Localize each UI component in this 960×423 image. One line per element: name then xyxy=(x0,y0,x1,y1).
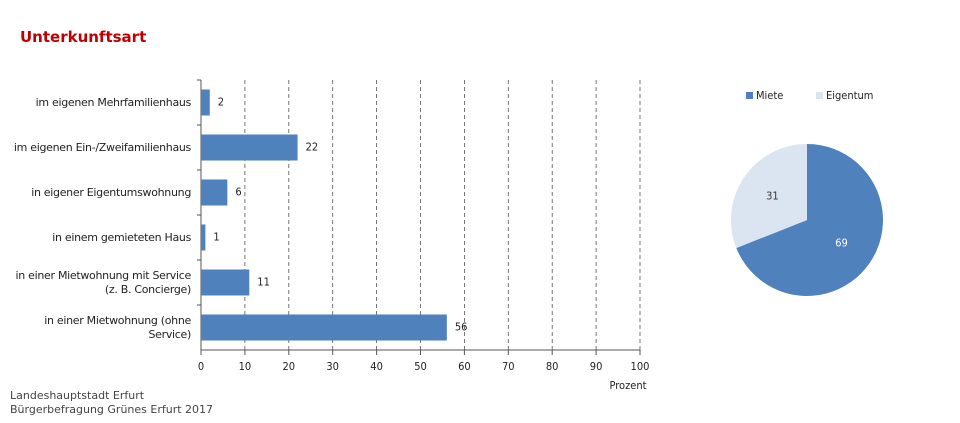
x-tick-label: 50 xyxy=(414,360,427,373)
x-tick-label: 60 xyxy=(458,360,471,373)
x-tick-label: 90 xyxy=(590,360,603,373)
value-label: 22 xyxy=(306,141,319,154)
x-tick-label: 70 xyxy=(502,360,515,373)
y-tick-label: im eigenen Ein-/Zweifamilienhaus xyxy=(13,140,191,154)
x-tick-label: 20 xyxy=(283,360,296,373)
y-tick-label: in einer Mietwohnung (ohne Service) xyxy=(44,313,191,341)
value-label: 69 xyxy=(835,236,848,249)
x-tick-label: 100 xyxy=(631,360,650,373)
legend-label: Eigentum xyxy=(826,89,873,102)
x-tick-label: 0 xyxy=(198,360,204,373)
value-label: 1 xyxy=(213,231,219,244)
legend-swatch xyxy=(816,92,823,99)
value-label: 31 xyxy=(766,190,779,203)
y-tick-label: im eigenen Mehrfamilienhaus xyxy=(35,95,192,109)
bar xyxy=(201,224,206,251)
bar xyxy=(201,179,228,206)
value-label: 6 xyxy=(235,186,241,199)
source-line: Landeshauptstadt Erfurt xyxy=(10,389,145,402)
page-title: Unterkunftsart xyxy=(20,28,147,46)
source-line: Bürgerbefragung Grünes Erfurt 2017 xyxy=(10,403,214,416)
x-tick-label: 40 xyxy=(370,360,383,373)
y-tick-label: in einem gemieteten Haus xyxy=(52,230,191,244)
y-tick-label: in einer Mietwohnung mit Service (z. B. … xyxy=(15,268,192,296)
bar xyxy=(201,269,250,296)
x-tick-label: 10 xyxy=(239,360,252,373)
x-axis-label: Prozent xyxy=(609,379,646,392)
bar xyxy=(201,89,210,116)
value-label: 56 xyxy=(455,321,468,334)
bar xyxy=(201,314,447,341)
legend-swatch xyxy=(746,92,753,99)
y-tick-label: in eigener Eigentumswohnung xyxy=(31,185,191,199)
legend-label: Miete xyxy=(756,89,783,102)
x-tick-label: 80 xyxy=(546,360,559,373)
bar xyxy=(201,134,298,161)
pie-slice xyxy=(736,144,883,297)
value-label: 2 xyxy=(218,96,224,109)
value-label: 11 xyxy=(257,276,270,289)
pie-slice xyxy=(730,144,807,248)
x-tick-label: 30 xyxy=(326,360,339,373)
